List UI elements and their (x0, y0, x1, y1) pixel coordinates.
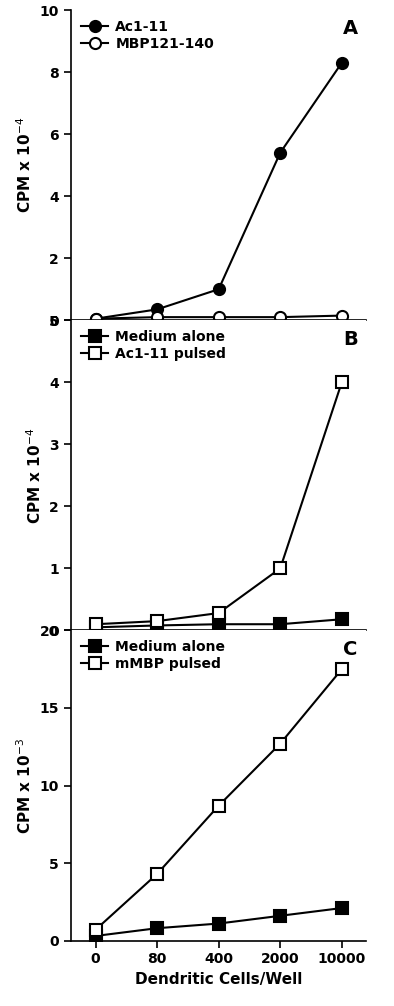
Ac1-11 (339, 56, 344, 68)
Legend: Ac1-11, MBP121-140: Ac1-11, MBP121-140 (78, 17, 217, 53)
Ac1-11 pulsed (339, 376, 344, 388)
mMBP pulsed (278, 737, 282, 749)
Line: Ac1-11 pulsed: Ac1-11 pulsed (90, 376, 348, 630)
Y-axis label: CPM x 10$^{-4}$: CPM x 10$^{-4}$ (15, 117, 34, 213)
Ac1-11 (216, 284, 221, 296)
Medium alone (216, 917, 221, 930)
X-axis label: Peptide Concentration (μM): Peptide Concentration (μM) (100, 352, 338, 366)
Medium alone (278, 618, 282, 630)
Ac1-11 pulsed (93, 618, 98, 630)
Line: Ac1-11: Ac1-11 (90, 57, 348, 324)
Ac1-11 pulsed (155, 615, 160, 627)
Medium alone (155, 620, 160, 632)
Line: MBP121-140: MBP121-140 (90, 310, 348, 324)
Y-axis label: CPM x 10$^{-3}$: CPM x 10$^{-3}$ (15, 737, 34, 834)
Text: B: B (343, 330, 357, 348)
Line: Medium alone: Medium alone (90, 902, 348, 942)
MBP121-140 (155, 311, 160, 323)
Line: mMBP pulsed: mMBP pulsed (90, 664, 348, 936)
Line: Medium alone: Medium alone (90, 614, 348, 633)
mMBP pulsed (216, 800, 221, 812)
mMBP pulsed (155, 868, 160, 880)
Text: C: C (343, 640, 357, 659)
Medium alone (339, 614, 344, 626)
X-axis label: Dendritic Cells/Well: Dendritic Cells/Well (135, 972, 302, 987)
X-axis label: Dendritic Cells/Well: Dendritic Cells/Well (135, 662, 302, 677)
Legend: Medium alone, Ac1-11 pulsed: Medium alone, Ac1-11 pulsed (78, 327, 229, 363)
MBP121-140 (216, 311, 221, 323)
Medium alone (216, 618, 221, 630)
Y-axis label: CPM x 10$^{-4}$: CPM x 10$^{-4}$ (25, 428, 44, 523)
Medium alone (339, 902, 344, 914)
mMBP pulsed (339, 663, 344, 675)
MBP121-140 (278, 311, 282, 323)
Text: A: A (342, 19, 357, 38)
Ac1-11 pulsed (216, 607, 221, 619)
MBP121-140 (93, 313, 98, 325)
Ac1-11 (155, 304, 160, 316)
Ac1-11 (93, 313, 98, 325)
Medium alone (155, 923, 160, 935)
Medium alone (278, 909, 282, 921)
Ac1-11 pulsed (278, 562, 282, 574)
Medium alone (93, 622, 98, 634)
Legend: Medium alone, mMBP pulsed: Medium alone, mMBP pulsed (78, 638, 228, 674)
Medium alone (93, 930, 98, 942)
Ac1-11 (278, 147, 282, 159)
mMBP pulsed (93, 924, 98, 936)
MBP121-140 (339, 310, 344, 322)
